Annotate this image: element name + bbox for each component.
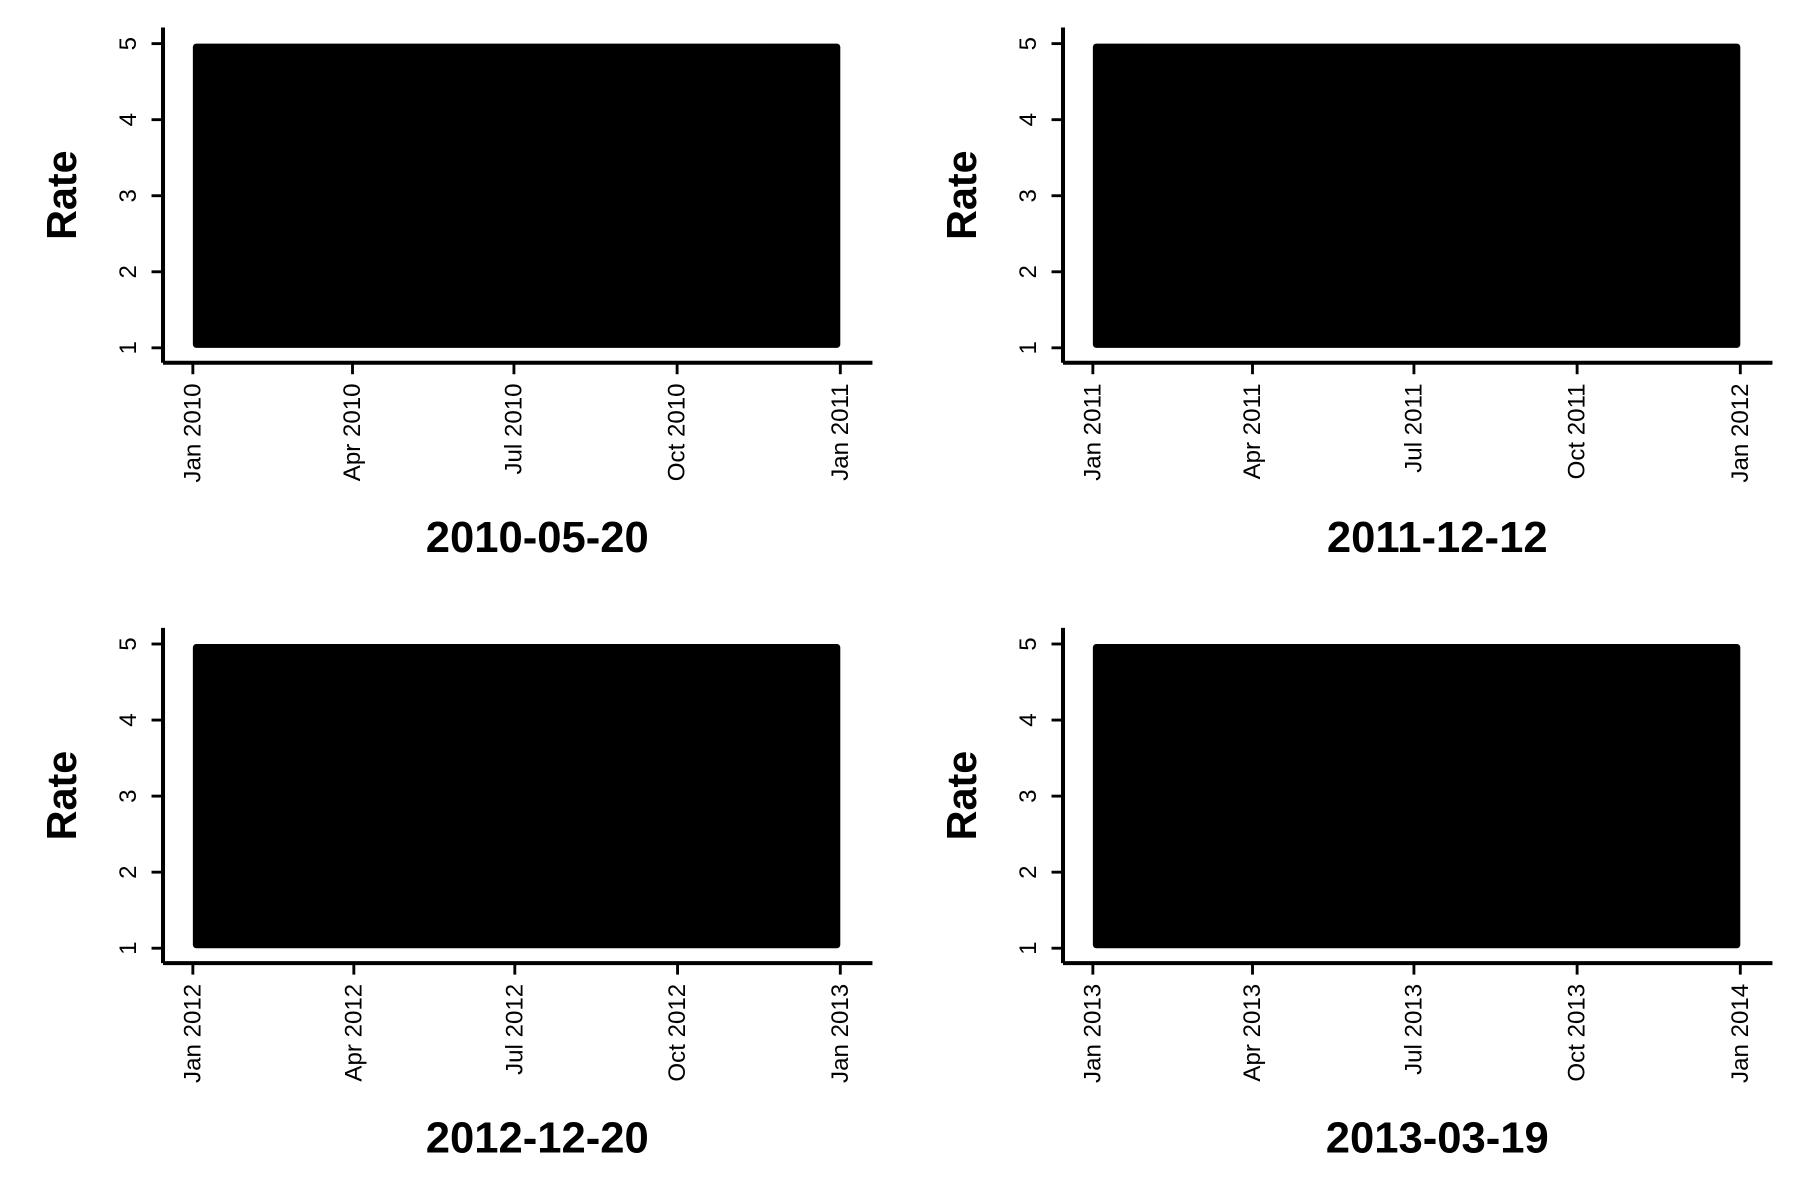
x-tick-label: Jul 2011 (1400, 383, 1427, 472)
y-tick-label: 5 (1015, 637, 1042, 650)
panel-title: 2011-12-12 (1327, 514, 1548, 562)
x-tick-label: Jan 2012 (179, 984, 206, 1083)
panel-title: 2010-05-20 (426, 514, 649, 562)
x-tick-label: Apr 2012 (340, 984, 367, 1082)
x-tick-label: Jan 2011 (827, 383, 854, 480)
y-tick-label: 1 (1015, 942, 1042, 955)
y-axis-label: Rate (939, 751, 985, 841)
y-tick-label: 4 (115, 113, 142, 126)
data-points-cloud (1092, 644, 1741, 949)
y-tick-label: 2 (115, 265, 142, 278)
x-tick-label: Apr 2010 (339, 383, 366, 481)
y-tick-label: 3 (1015, 789, 1042, 802)
x-tick-label: Jul 2010 (500, 383, 527, 474)
x-tick-label: Jan 2014 (1727, 984, 1754, 1083)
y-tick-label: 4 (1015, 713, 1042, 726)
y-tick-label: 2 (115, 865, 142, 878)
y-axis-label: Rate (39, 751, 85, 841)
data-points-cloud (192, 644, 841, 949)
y-tick-label: 1 (115, 341, 142, 354)
x-tick-label: Jul 2013 (1400, 984, 1427, 1075)
y-tick-label: 1 (1015, 341, 1042, 354)
x-tick-label: Jul 2012 (501, 984, 528, 1075)
x-tick-label: Apr 2011 (1239, 383, 1266, 479)
x-tick-label: Jan 2012 (1727, 383, 1754, 482)
x-tick-label: Oct 2012 (664, 984, 691, 1082)
data-points-cloud (192, 43, 841, 348)
y-tick-label: 1 (115, 942, 142, 955)
chart-panel-4: 1 2 3 4 5 Jan 2013 Apr 2013 Jul 2013 Oct 2013 Jan… (939, 627, 1773, 1163)
y-tick-label: 4 (1015, 113, 1042, 126)
y-tick-label: 5 (1015, 37, 1042, 50)
y-tick-label: 2 (1015, 265, 1042, 278)
x-tick-label: Oct 2011 (1564, 383, 1591, 479)
y-axis-label: Rate (39, 150, 85, 240)
x-tick-label: Oct 2010 (664, 383, 691, 481)
y-tick-label: 3 (1015, 189, 1042, 202)
y-tick-label: 5 (115, 637, 142, 650)
x-tick-label: Jan 2011 (1079, 383, 1106, 480)
x-tick-label: Jan 2013 (1079, 984, 1106, 1083)
y-tick-label: 3 (115, 189, 142, 202)
y-tick-label: 3 (115, 789, 142, 802)
x-tick-label: Jan 2013 (827, 984, 854, 1083)
y-axis-label: Rate (939, 150, 985, 240)
x-tick-label: Oct 2013 (1564, 984, 1591, 1082)
chart-panel-2: 1 2 3 4 5 Jan 2011 Apr 2011 Jul 2011 Oct 2011 Jan… (939, 27, 1773, 562)
x-tick-label: Jan 2010 (179, 383, 206, 482)
y-tick-label: 5 (115, 37, 142, 50)
y-tick-label: 4 (115, 713, 142, 726)
y-tick-label: 2 (1015, 865, 1042, 878)
x-tick-label: Apr 2013 (1239, 984, 1266, 1082)
chart-panel-3: 1 2 3 4 5 Jan 2012 Apr 2012 Jul 2012 Oct 2012 Jan… (39, 627, 873, 1163)
data-points-cloud (1092, 43, 1741, 348)
panel-title: 2012-12-20 (426, 1115, 649, 1163)
panel-title: 2013-03-19 (1326, 1115, 1549, 1163)
chart-panel-1: 1 2 3 4 5 Jan 2010 Apr 2010 Jul 2010 Oct 2010 Jan… (39, 27, 873, 562)
